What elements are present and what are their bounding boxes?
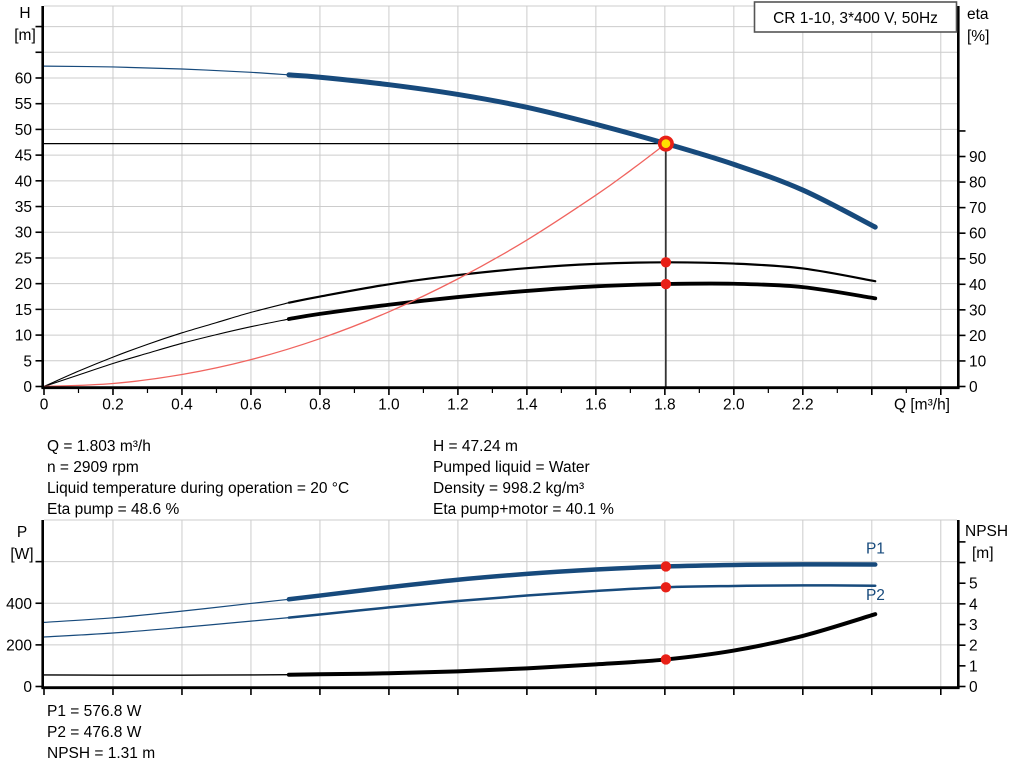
y-left-tick-label: 50 (15, 122, 33, 139)
x-axis-tick-label: 1.0 (378, 397, 400, 414)
eta-pump-point (660, 257, 672, 268)
pump-curve (286, 72, 878, 230)
y-left-tick-label: 5 (23, 353, 32, 370)
info-line-head: H = 47.24 m (433, 438, 518, 455)
eta-pump-curve-thin (43, 302, 290, 388)
legend-box (753, 1, 958, 33)
legend-label: CR 1-10, 3*400 V, 50Hz (773, 10, 938, 27)
y-right-tick-label: 20 (969, 328, 987, 345)
x-axis-tick-label: 2.2 (792, 397, 814, 414)
power-info-column: P1 = 576.8 W P2 = 476.8 W NPSH = 1.31 m (47, 701, 155, 764)
y-left-axis-title-unit: [m] (14, 27, 36, 44)
info-line-npsh: NPSH = 1.31 m (47, 745, 156, 762)
eta-pump-curve (287, 261, 877, 304)
y-left-tick-label: 60 (15, 70, 33, 87)
p1-point (660, 561, 672, 572)
y-right-axis-title: eta (967, 6, 989, 23)
operating-point[interactable] (657, 135, 674, 152)
duty-info-left-column: Q = 1.803 m³/h n = 2909 rpm Liquid tempe… (47, 436, 349, 520)
y-right-tick-label: 1 (969, 658, 978, 675)
y-right-tick-label: 2 (969, 638, 978, 655)
y-right-tick-label: 40 (969, 277, 987, 294)
y-left-tick-label: 15 (15, 302, 32, 319)
y-left-tick-label: 35 (15, 199, 32, 216)
y-left-tick-label: 10 (15, 328, 33, 345)
y-left-tick-label: 45 (15, 148, 32, 165)
x-axis-tick-label: 1.4 (516, 397, 538, 414)
y-right-axis-title-unit: [m] (972, 545, 994, 562)
y-right-axis-title-unit: [%] (967, 28, 989, 45)
info-line-density: Density = 998.2 kg/m³ (433, 480, 585, 497)
info-line-q: Q = 1.803 m³/h (47, 438, 151, 455)
y-left-tick-label: 0 (23, 379, 32, 396)
x-axis-tick-label: 1.2 (447, 397, 469, 414)
y-right-tick-label: 10 (969, 353, 987, 370)
system-curve (43, 142, 667, 388)
y-right-tick-label: 0 (969, 679, 978, 696)
npsh-curve (286, 612, 878, 677)
series-label-p1: P1 (866, 540, 885, 557)
y-left-axis-title: H (19, 5, 30, 22)
info-line-eta-pump: Eta pump = 48.6 % (47, 501, 180, 518)
y-left-axis-title-unit: [W] (10, 546, 33, 563)
info-line-p1: P1 = 576.8 W (47, 703, 142, 720)
y-right-axis-title: NPSH (965, 523, 1008, 540)
pump-curve-thin (43, 65, 290, 76)
eta-pump-motor-curve (286, 281, 878, 321)
y-left-tick-label: 40 (15, 173, 33, 190)
x-axis-tick-label: 0 (40, 397, 49, 414)
npsh-point (660, 654, 672, 665)
y-right-tick-label: 3 (969, 617, 978, 634)
y-left-tick-label: 200 (6, 637, 32, 654)
duty-info-right-column: H = 47.24 m Pumped liquid = Water Densit… (433, 436, 614, 520)
y-right-tick-label: 30 (969, 302, 987, 319)
y-left-tick-label: 30 (15, 225, 33, 242)
y-left-tick-label: 20 (15, 276, 33, 293)
y-right-tick-label: 4 (969, 596, 978, 613)
y-right-tick-label: 50 (969, 251, 987, 268)
p1-curve-thin (43, 598, 290, 623)
info-line-liquid-temp: Liquid temperature during operation = 20… (47, 480, 350, 497)
info-line-speed: n = 2909 rpm (47, 459, 139, 476)
x-axis-tick-label: 0.8 (309, 397, 331, 414)
x-axis-tick-label: 0.2 (102, 397, 124, 414)
y-right-tick-label: 80 (969, 175, 987, 192)
y-right-tick-label: 5 (969, 576, 978, 593)
y-left-axis-title: P (17, 524, 27, 541)
y-left-tick-label: 0 (23, 679, 32, 696)
y-left-tick-label: 400 (6, 596, 32, 613)
y-left-tick-label: 55 (15, 96, 32, 113)
eta-pump-motor-curve-thin (43, 318, 290, 388)
y-right-tick-label: 60 (969, 226, 987, 243)
y-right-tick-label: 70 (969, 200, 987, 217)
x-axis-tick-label: 0.6 (240, 397, 262, 414)
y-right-tick-label: 90 (969, 149, 987, 166)
p1-curve (286, 562, 878, 602)
p2-point (660, 582, 672, 593)
info-line-pumped-liquid: Pumped liquid = Water (433, 459, 590, 476)
x-axis-tick-label: 1.6 (585, 397, 607, 414)
eta-pump-motor-point (660, 278, 672, 290)
y-right-tick-label: 0 (969, 379, 978, 396)
p2-curve (287, 584, 877, 619)
info-line-eta-pump-motor: Eta pump+motor = 40.1 % (433, 501, 614, 518)
x-axis-tick-label: 1.8 (654, 397, 676, 414)
p2-curve-thin (43, 617, 290, 638)
x-axis-tick-label: 2.0 (723, 397, 745, 414)
info-line-p2: P2 = 476.8 W (47, 724, 142, 741)
series-label-p2: P2 (866, 587, 885, 604)
y-left-tick-label: 25 (15, 250, 32, 267)
x-axis-title: Q [m³/h] (894, 397, 950, 414)
x-axis-tick-label: 0.4 (171, 397, 193, 414)
